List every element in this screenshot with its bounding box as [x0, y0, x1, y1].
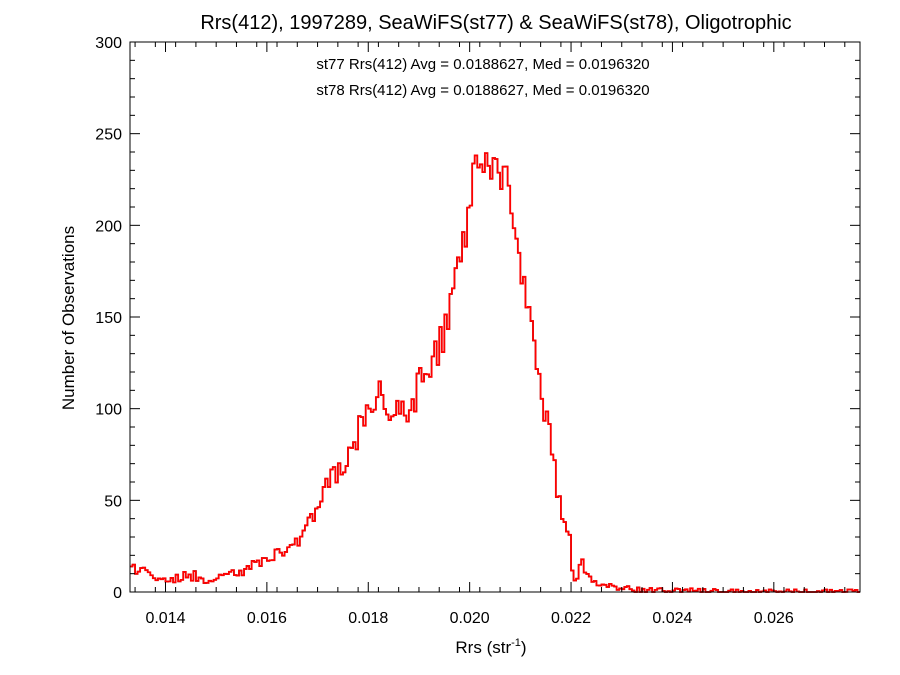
x-axis-label-close: ) — [521, 638, 527, 657]
x-axis-label-sup: -1 — [511, 637, 521, 649]
x-tick-label: 0.016 — [247, 610, 287, 627]
plot-frame — [129, 41, 861, 593]
axes-layer: 0.014 0.016 0.018 0.020 0.022 0.024 0.026 0 50 10… — [95, 35, 861, 627]
y-tick-label: 150 — [95, 310, 122, 327]
y-tick-label: 100 — [95, 402, 122, 419]
st78-annotation: st78 Rrs(412) Avg = 0.0188627, Med = 0.0… — [316, 82, 649, 99]
y-axis-label: Number of Observations — [59, 226, 78, 410]
y-tick-label: 0 — [113, 585, 122, 602]
x-tick-label: 0.018 — [348, 610, 388, 627]
x-axis-label-main: Rrs (str — [455, 638, 511, 657]
y-tick-label: 50 — [104, 493, 122, 510]
histogram-series-st78 — [130, 152, 860, 593]
x-tick-label: 0.024 — [652, 610, 692, 627]
y-tick-label: 300 — [95, 35, 122, 52]
histogram-series-st77 — [130, 152, 860, 593]
chart-title: Rrs(412), 1997289, SeaWiFS(st77) & SeaWi… — [200, 12, 791, 34]
x-axis-label: Rrs (str-1) — [455, 637, 526, 657]
y-tick-label: 250 — [95, 127, 122, 144]
x-tick-label: 0.014 — [145, 610, 185, 627]
plot-area — [130, 152, 860, 593]
y-tick-label: 200 — [95, 218, 122, 235]
x-tick-label: 0.022 — [551, 610, 591, 627]
x-tick-label: 0.020 — [450, 610, 490, 627]
st77-annotation: st77 Rrs(412) Avg = 0.0188627, Med = 0.0… — [316, 56, 649, 73]
x-tick-label: 0.026 — [754, 610, 794, 627]
